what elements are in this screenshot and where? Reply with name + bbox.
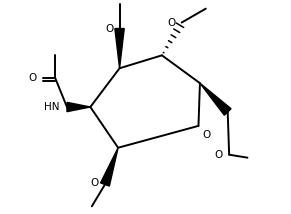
Polygon shape bbox=[115, 28, 124, 68]
Text: O: O bbox=[28, 73, 36, 83]
Text: O: O bbox=[203, 130, 211, 140]
Text: O: O bbox=[91, 178, 99, 189]
Polygon shape bbox=[67, 102, 90, 112]
Text: O: O bbox=[167, 18, 175, 28]
Text: O: O bbox=[214, 150, 223, 160]
Polygon shape bbox=[200, 83, 231, 115]
Polygon shape bbox=[101, 148, 118, 186]
Text: O: O bbox=[105, 24, 113, 34]
Text: HN: HN bbox=[44, 102, 60, 112]
